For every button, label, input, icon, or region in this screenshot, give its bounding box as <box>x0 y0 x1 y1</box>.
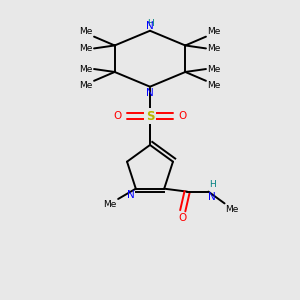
Text: N: N <box>146 88 154 98</box>
Text: Me: Me <box>103 200 117 209</box>
Text: Me: Me <box>79 27 93 36</box>
Text: Me: Me <box>207 27 221 36</box>
Text: Me: Me <box>79 64 93 74</box>
Text: Me: Me <box>207 44 221 53</box>
Text: S: S <box>146 110 154 123</box>
Text: Me: Me <box>225 205 239 214</box>
Text: O: O <box>178 111 187 121</box>
Text: N: N <box>208 192 216 202</box>
Text: N: N <box>146 21 154 31</box>
Text: N: N <box>127 190 134 200</box>
Text: Me: Me <box>207 81 221 90</box>
Text: Me: Me <box>79 44 93 53</box>
Text: H: H <box>147 20 153 28</box>
Text: O: O <box>178 213 187 223</box>
Text: O: O <box>113 111 122 121</box>
Text: H: H <box>209 180 216 189</box>
Text: Me: Me <box>79 81 93 90</box>
Text: Me: Me <box>207 64 221 74</box>
